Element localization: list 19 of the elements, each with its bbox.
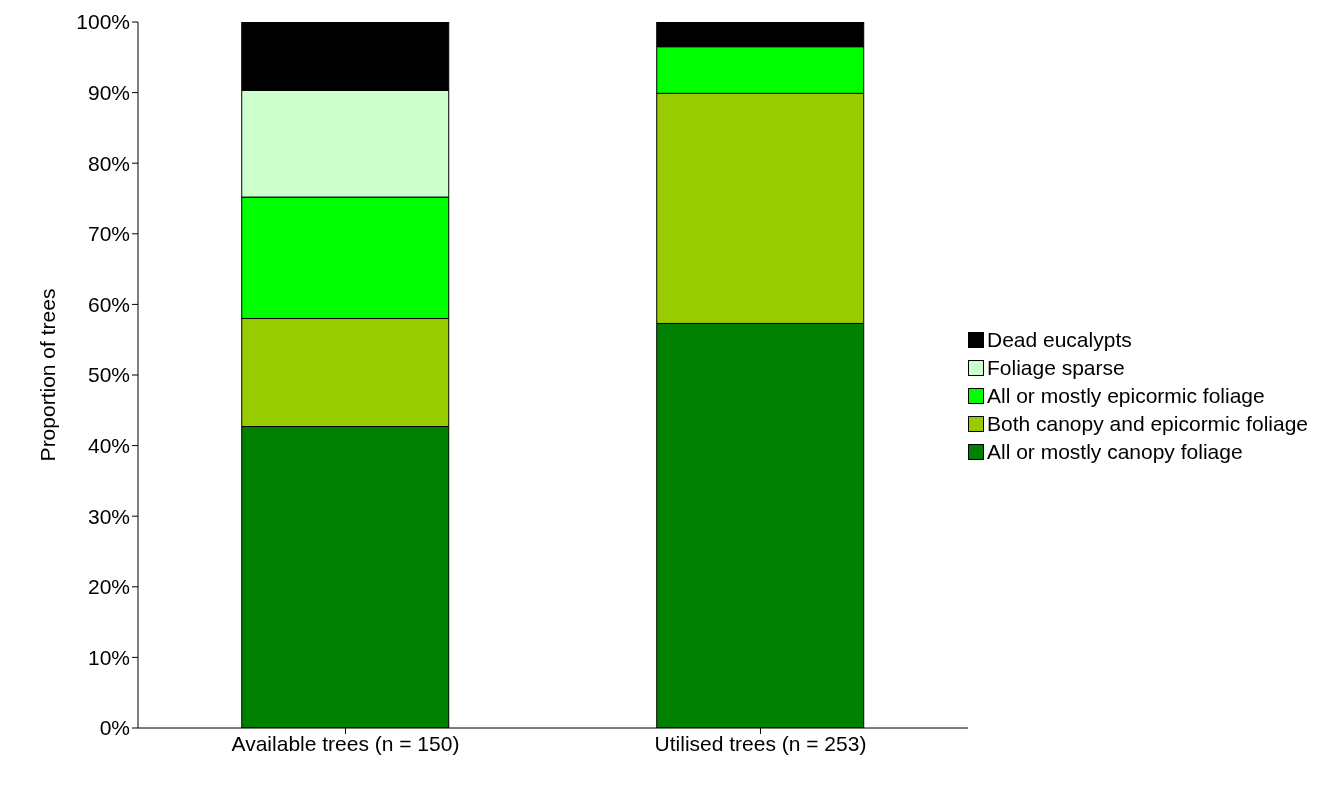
legend-label: Dead eucalypts [986, 328, 1132, 352]
y-tick-label: 50% [87, 363, 130, 387]
y-axis-title: Proportion of trees [36, 288, 60, 462]
y-tick-label: 70% [87, 222, 130, 246]
legend-label: All or mostly canopy foliage [986, 440, 1243, 464]
legend-label: All or mostly epicormic foliage [986, 384, 1265, 408]
y-tick-label: 40% [87, 434, 130, 458]
legend-label: Both canopy and epicormic foliage [986, 412, 1308, 436]
y-tick-label: 80% [87, 151, 130, 175]
y-tick-label: 100% [76, 10, 130, 34]
y-tick-label: 60% [87, 292, 130, 316]
y-tick-label: 20% [87, 575, 130, 599]
x-tick-label: Available trees (n = 150) [231, 731, 460, 755]
y-tick-label: 90% [87, 81, 130, 105]
legend-label: Foliage sparse [986, 356, 1125, 380]
y-tick-label: 0% [99, 716, 130, 740]
y-tick-label: 10% [87, 645, 130, 669]
x-tick-label: Utilised trees (n = 253) [654, 731, 867, 755]
y-tick-label: 30% [87, 504, 130, 528]
